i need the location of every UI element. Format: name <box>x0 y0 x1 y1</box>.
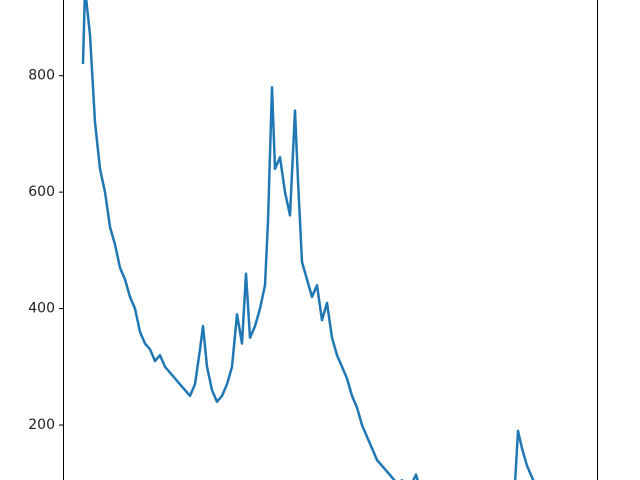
y-tick-label: 400 <box>28 301 55 317</box>
y-tick-label: 200 <box>28 417 55 433</box>
plot-area <box>81 0 535 480</box>
y-tick-label: 600 <box>28 184 55 200</box>
y-tick-label: 800 <box>28 68 55 84</box>
data-line <box>81 0 535 480</box>
